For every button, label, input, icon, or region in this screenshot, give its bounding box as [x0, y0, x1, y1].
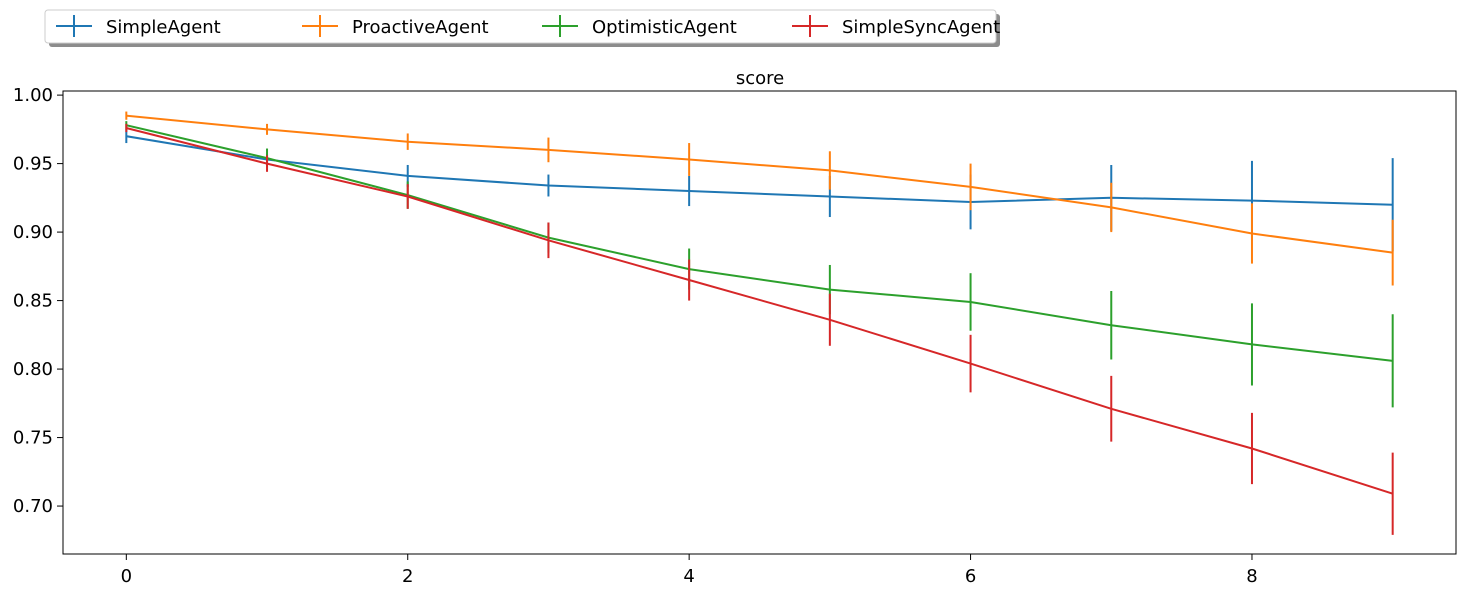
legend-label: SimpleAgent	[106, 17, 221, 38]
series-line	[126, 114, 1393, 254]
y-tick-label: 0.70	[13, 496, 53, 517]
x-tick-label: 4	[683, 566, 694, 587]
x-tick-label: 0	[121, 566, 132, 587]
series-simplesyncagent	[125, 123, 1394, 535]
series-simpleagent	[125, 129, 1394, 252]
series-line	[126, 127, 1394, 495]
series-line	[126, 124, 1393, 362]
legend-item: SimpleAgent	[56, 15, 221, 38]
y-tick-label: 0.90	[13, 222, 53, 243]
y-tick-label: 0.80	[13, 359, 53, 380]
x-tick-label: 8	[1246, 566, 1257, 587]
legend-item: ProactiveAgent	[302, 15, 489, 38]
x-tick-label: 6	[965, 566, 976, 587]
x-tick-label: 2	[402, 566, 413, 587]
chart-title: score	[736, 68, 784, 89]
legend-item: SimpleSyncAgent	[792, 15, 1000, 38]
legend-frame	[44, 9, 997, 44]
series-line	[126, 135, 1393, 206]
legend-item: OptimisticAgent	[542, 15, 737, 38]
y-axis: 0.70 0.75 0.80 0.85 0.90 0.95 1.00	[13, 85, 63, 517]
y-tick-label: 0.75	[13, 428, 53, 449]
legend: SimpleAgent ProactiveAgent OptimisticAgent…	[44, 9, 1000, 47]
series-layer	[125, 111, 1394, 535]
y-tick-label: 0.95	[13, 154, 53, 175]
legend-label: SimpleSyncAgent	[842, 17, 1000, 38]
x-axis: 0 2 4 6 8	[121, 554, 1258, 587]
plot-frame	[62, 90, 1457, 555]
y-tick-label: 0.85	[13, 291, 53, 312]
legend-label: ProactiveAgent	[352, 17, 489, 38]
series-proactiveagent	[125, 111, 1394, 286]
y-tick-label: 1.00	[13, 85, 53, 106]
legend-label: OptimisticAgent	[592, 17, 737, 38]
